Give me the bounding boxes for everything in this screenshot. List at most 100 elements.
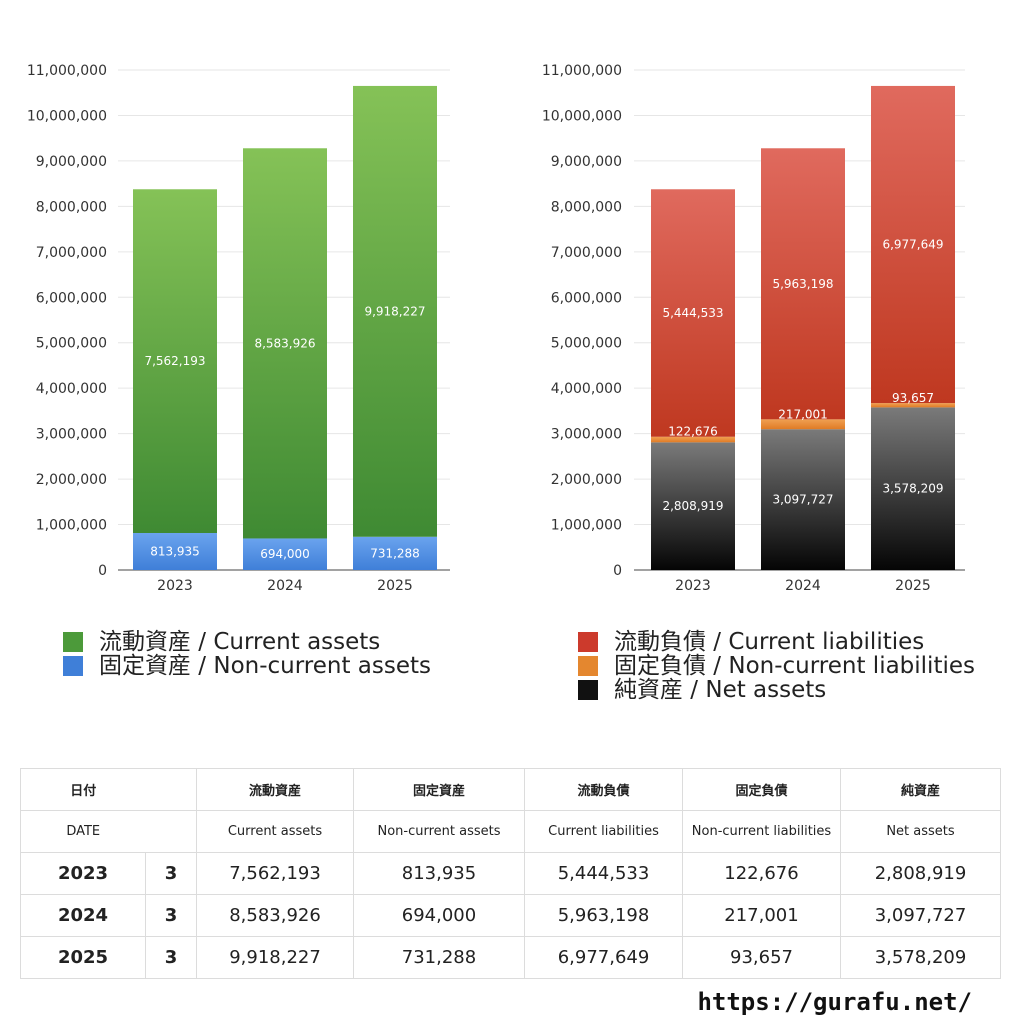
assets-legend: 流動資産 / Current assets 固定資産 / Non-current…	[63, 630, 431, 678]
y-tick-label: 0	[613, 563, 622, 579]
bar-segment	[651, 442, 735, 570]
data-label: 694,000	[260, 547, 310, 561]
value-cell: 3,578,209	[840, 936, 1001, 979]
data-label: 5,444,533	[662, 306, 723, 320]
bar-segment	[243, 148, 327, 539]
liabilities-chart: 0 1,000,000 2,000,000 3,000,000 4,000,000 5,0…	[542, 63, 965, 594]
legend-swatch	[63, 656, 83, 676]
y-tick-label: 6,000,000	[36, 290, 107, 306]
data-label: 6,977,649	[882, 238, 943, 252]
data-label: 813,935	[150, 545, 200, 559]
y-tick-label: 11,000,000	[542, 63, 622, 79]
value-cell: 6,977,649	[524, 936, 683, 979]
bar-segment	[353, 536, 437, 570]
value-cell: 9,918,227	[196, 936, 354, 979]
y-tick-label: 2,000,000	[551, 472, 622, 488]
header-cell: 固定資産	[353, 768, 525, 811]
legend-swatch	[578, 632, 598, 652]
bar-segment	[761, 429, 845, 570]
table-row: 2023 3 7,562,193 813,935 5,444,533 122,6…	[20, 852, 1001, 895]
site-url[interactable]: https://gurafu.net/	[697, 988, 972, 1016]
header-cell: Non-current assets	[353, 810, 525, 853]
month-cell: 3	[145, 936, 197, 979]
legend-swatch	[63, 632, 83, 652]
y-tick-label: 0	[98, 563, 107, 579]
legend-label: 固定負債 / Non-current liabilities	[614, 653, 975, 679]
y-tick-label: 1,000,000	[551, 518, 622, 534]
year-cell: 2024	[20, 894, 146, 937]
legend-swatch	[578, 656, 598, 676]
y-tick-label: 3,000,000	[551, 427, 622, 443]
x-tick-label: 2025	[377, 578, 413, 594]
year-cell: 2023	[20, 852, 146, 895]
y-tick-label: 10,000,000	[542, 108, 622, 124]
table-header-row-en: DATE Current assets Non-current assets C…	[20, 810, 1001, 853]
legend-label: 流動負債 / Current liabilities	[614, 629, 925, 655]
table-header-row: 日付 流動資産 固定資産 流動負債 固定負債 純資産	[20, 768, 1001, 811]
header-cell: 流動負債	[524, 768, 683, 811]
x-tick-label: 2023	[675, 578, 711, 594]
table-row: 2024 3 8,583,926 694,000 5,963,198 217,0…	[20, 894, 1001, 937]
value-cell: 122,676	[682, 852, 841, 895]
header-cell: DATE	[20, 810, 146, 853]
data-label: 93,657	[892, 391, 934, 405]
y-tick-label: 9,000,000	[551, 154, 622, 170]
data-label: 3,097,727	[772, 493, 833, 507]
y-tick-label: 7,000,000	[551, 245, 622, 261]
y-tick-label: 5,000,000	[551, 336, 622, 352]
value-cell: 5,444,533	[524, 852, 683, 895]
y-tick-label: 1,000,000	[36, 518, 107, 534]
data-label: 217,001	[778, 407, 828, 421]
header-cell: Net assets	[840, 810, 1001, 853]
header-cell	[145, 810, 197, 853]
bar-segment	[353, 85, 437, 537]
data-label: 5,963,198	[772, 277, 833, 291]
y-tick-label: 6,000,000	[551, 290, 622, 306]
bar-segment	[651, 436, 735, 443]
value-cell: 731,288	[353, 936, 525, 979]
header-cell: 固定負債	[682, 768, 841, 811]
y-tick-label: 3,000,000	[36, 427, 107, 443]
bar-segment	[651, 189, 735, 437]
value-cell: 813,935	[353, 852, 525, 895]
y-tick-label: 2,000,000	[36, 472, 107, 488]
header-cell: Non-current liabilities	[682, 810, 841, 853]
header-cell: Current liabilities	[524, 810, 683, 853]
legend-item-current-assets: 流動資産 / Current assets	[63, 630, 431, 654]
bar-segment	[871, 407, 955, 570]
legend-label: 純資産 / Net assets	[614, 677, 827, 703]
y-tick-label: 7,000,000	[36, 245, 107, 261]
header-cell: Current assets	[196, 810, 354, 853]
data-label: 3,578,209	[882, 482, 943, 496]
y-tick-label: 9,000,000	[36, 154, 107, 170]
data-label: 731,288	[370, 546, 420, 560]
value-cell: 2,808,919	[840, 852, 1001, 895]
bar-segment	[133, 533, 217, 570]
x-tick-label: 2024	[785, 578, 821, 594]
y-tick-label: 11,000,000	[27, 63, 107, 79]
charts-area: 0 1,000,000 2,000,000 3,000,000 4,000,000 5,0…	[27, 63, 965, 594]
y-tick-label: 5,000,000	[36, 336, 107, 352]
month-cell: 3	[145, 894, 197, 937]
data-label: 122,676	[668, 425, 718, 439]
bar-segment	[133, 189, 217, 534]
bar-segment	[871, 85, 955, 404]
value-cell: 217,001	[682, 894, 841, 937]
value-cell: 7,562,193	[196, 852, 354, 895]
bar-segment	[871, 403, 955, 408]
value-cell: 694,000	[353, 894, 525, 937]
x-tick-label: 2023	[157, 578, 193, 594]
bar-segment	[761, 419, 845, 430]
header-cell	[145, 768, 197, 811]
value-cell: 5,963,198	[524, 894, 683, 937]
bar-segment	[243, 538, 327, 570]
y-tick-label: 4,000,000	[551, 381, 622, 397]
legend-item-net-assets: 純資産 / Net assets	[578, 678, 975, 702]
legend-swatch	[578, 680, 598, 700]
data-label: 9,918,227	[364, 304, 425, 318]
y-tick-label: 4,000,000	[36, 381, 107, 397]
data-label: 2,808,919	[662, 499, 723, 513]
legend-label: 流動資産 / Current assets	[99, 629, 381, 655]
header-cell: 日付	[20, 768, 146, 811]
data-label: 7,562,193	[144, 354, 205, 368]
